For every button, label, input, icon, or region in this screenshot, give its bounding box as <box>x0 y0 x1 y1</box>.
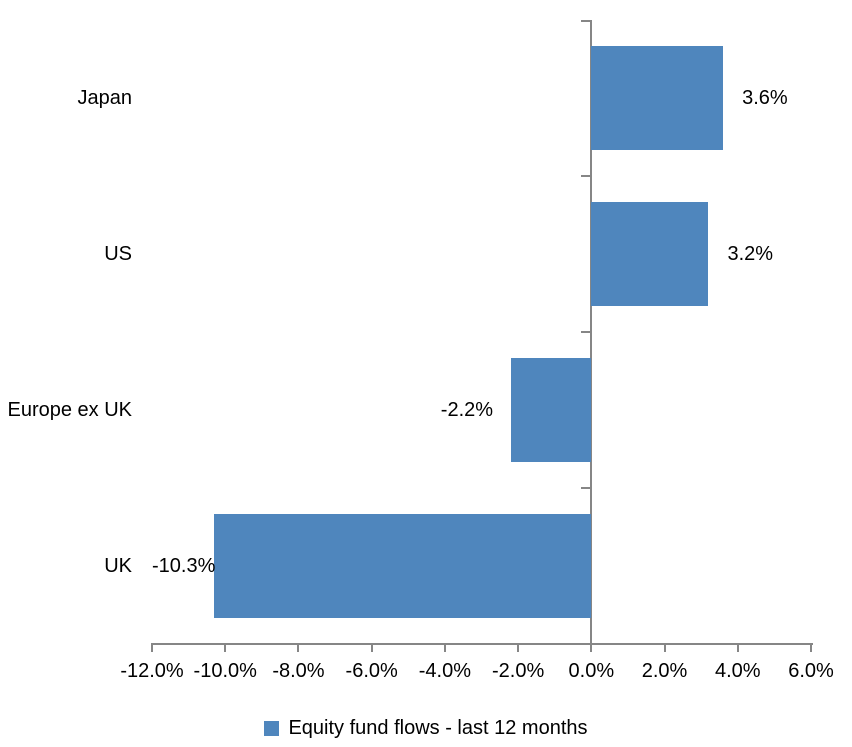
bar-europe-ex-uk <box>510 358 592 462</box>
x-tick-label-3: -6.0% <box>345 660 398 682</box>
category-label-us: US <box>104 243 132 265</box>
data-label-japan: 3.6% <box>742 87 788 109</box>
x-axis-tick <box>517 643 520 652</box>
x-axis-tick <box>736 643 739 652</box>
y-axis-tick <box>581 20 591 22</box>
category-label-uk: UK <box>104 555 132 577</box>
category-label-europe-ex-uk: Europe ex UK <box>7 399 132 421</box>
x-axis-tick <box>663 643 666 652</box>
x-axis-tick <box>810 643 812 652</box>
data-label-us: 3.2% <box>727 243 774 265</box>
bar-us <box>591 202 709 306</box>
x-axis-tick <box>590 643 593 652</box>
data-label-uk: -10.3% <box>152 555 216 577</box>
x-axis-tick <box>443 643 446 652</box>
x-tick-label-7: 2.0% <box>641 660 688 682</box>
x-axis-tick <box>370 643 373 652</box>
bar-japan <box>591 46 724 150</box>
x-tick-label-4: -4.0% <box>418 660 471 682</box>
data-label-europe-ex-uk: -2.2% <box>440 399 494 421</box>
bar-uk <box>214 514 592 618</box>
x-axis-line <box>152 643 813 645</box>
x-tick-label-5: -2.0% <box>491 660 545 682</box>
x-tick-label-8: 4.0% <box>714 660 761 682</box>
legend-label: Equity fund flows - last 12 months <box>288 716 588 739</box>
y-axis-tick <box>581 487 591 489</box>
x-tick-label-0: -12.0% <box>120 660 184 682</box>
x-tick-label-2: -8.0% <box>272 660 325 682</box>
y-axis-line <box>590 20 593 645</box>
x-axis-tick <box>224 643 227 652</box>
y-axis-tick <box>581 331 591 333</box>
x-tick-label-6: 0.0% <box>568 660 615 682</box>
x-axis-tick <box>297 643 300 652</box>
category-label-japan: Japan <box>77 87 133 109</box>
legend: Equity fund flows - last 12 months <box>0 714 852 742</box>
x-tick-label-1: -10.0% <box>193 660 257 682</box>
y-axis-tick <box>581 175 591 177</box>
legend-swatch-icon <box>264 720 280 736</box>
x-tick-label-9: 6.0% <box>788 660 834 682</box>
x-axis-tick <box>151 643 153 652</box>
